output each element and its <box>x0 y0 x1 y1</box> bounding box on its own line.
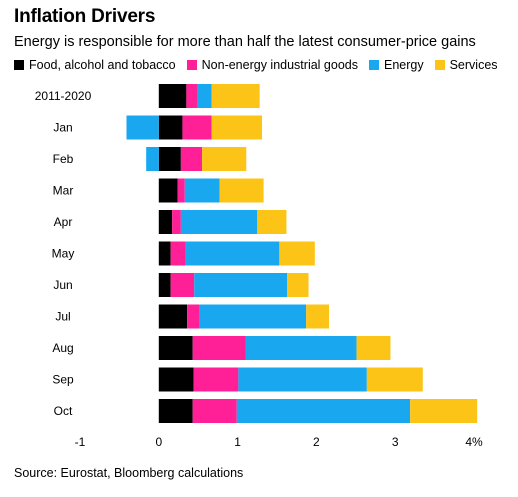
bar-oct-food-alcohol-and-tobacco <box>159 399 193 423</box>
bar-2011-2020-food-alcohol-and-tobacco <box>159 84 187 108</box>
bar-jul-services <box>306 305 329 329</box>
bar-2011-2020-energy <box>197 84 211 108</box>
bar-mar-food-alcohol-and-tobacco <box>159 179 178 203</box>
y-tick-label-2011-2020: 2011-2020 <box>35 89 92 103</box>
bar-apr-energy <box>181 210 257 234</box>
bar-2011-2020-non-energy-industrial-goods <box>186 84 197 108</box>
x-tick-label-0: -1 <box>75 435 86 449</box>
bar-aug-energy <box>245 336 356 360</box>
bar-may-food-alcohol-and-tobacco <box>159 242 171 266</box>
bar-may-non-energy-industrial-goods <box>171 242 186 266</box>
bar-aug-food-alcohol-and-tobacco <box>159 336 193 360</box>
bar-jun-non-energy-industrial-goods <box>171 273 195 297</box>
bar-mar-non-energy-industrial-goods <box>178 179 185 203</box>
bar-feb-food-alcohol-and-tobacco <box>159 147 181 171</box>
bar-mar-energy <box>185 179 220 203</box>
bar-may-services <box>279 242 314 266</box>
bar-apr-non-energy-industrial-goods <box>172 210 181 234</box>
bar-sep-energy <box>238 368 366 392</box>
bar-jun-food-alcohol-and-tobacco <box>159 273 171 297</box>
bar-jun-energy <box>194 273 287 297</box>
bar-jul-energy <box>200 305 306 329</box>
bar-feb-services <box>202 147 246 171</box>
x-tick-label-1: 0 <box>155 435 162 449</box>
bar-feb-energy <box>146 147 159 171</box>
y-tick-label-feb: Feb <box>53 152 74 166</box>
y-tick-label-jan: Jan <box>53 121 72 135</box>
y-tick-label-apr: Apr <box>54 215 73 229</box>
x-tick-label-3: 2 <box>313 435 320 449</box>
y-tick-label-jun: Jun <box>53 278 72 292</box>
bar-jun-services <box>287 273 308 297</box>
bar-aug-services <box>357 336 391 360</box>
bar-jul-non-energy-industrial-goods <box>187 305 200 329</box>
x-tick-label-5: 4% <box>465 435 483 449</box>
x-tick-label-2: 1 <box>234 435 241 449</box>
y-tick-label-aug: Aug <box>52 341 73 355</box>
bar-oct-services <box>410 399 477 423</box>
bar-feb-non-energy-industrial-goods <box>181 147 202 171</box>
bar-may-energy <box>186 242 280 266</box>
bar-sep-services <box>367 368 423 392</box>
bar-apr-food-alcohol-and-tobacco <box>159 210 172 234</box>
y-tick-label-may: May <box>52 247 75 261</box>
bar-apr-services <box>257 210 286 234</box>
bar-oct-non-energy-industrial-goods <box>193 399 237 423</box>
y-tick-label-sep: Sep <box>52 373 74 387</box>
bar-mar-services <box>219 179 263 203</box>
bar-sep-non-energy-industrial-goods <box>193 368 238 392</box>
y-tick-label-jul: Jul <box>55 310 70 324</box>
bar-jan-non-energy-industrial-goods <box>182 116 211 140</box>
bar-jan-energy <box>126 116 158 140</box>
bar-2011-2020-services <box>212 84 260 108</box>
bar-jan-services <box>212 116 262 140</box>
bar-jul-food-alcohol-and-tobacco <box>159 305 187 329</box>
y-tick-label-oct: Oct <box>54 404 73 418</box>
bar-aug-non-energy-industrial-goods <box>193 336 246 360</box>
bar-oct-energy <box>237 399 410 423</box>
bar-sep-food-alcohol-and-tobacco <box>159 368 194 392</box>
x-tick-label-4: 3 <box>392 435 399 449</box>
y-tick-label-mar: Mar <box>53 184 74 198</box>
bar-jan-food-alcohol-and-tobacco <box>159 116 183 140</box>
chart-source: Source: Eurostat, Bloomberg calculations <box>14 466 243 480</box>
